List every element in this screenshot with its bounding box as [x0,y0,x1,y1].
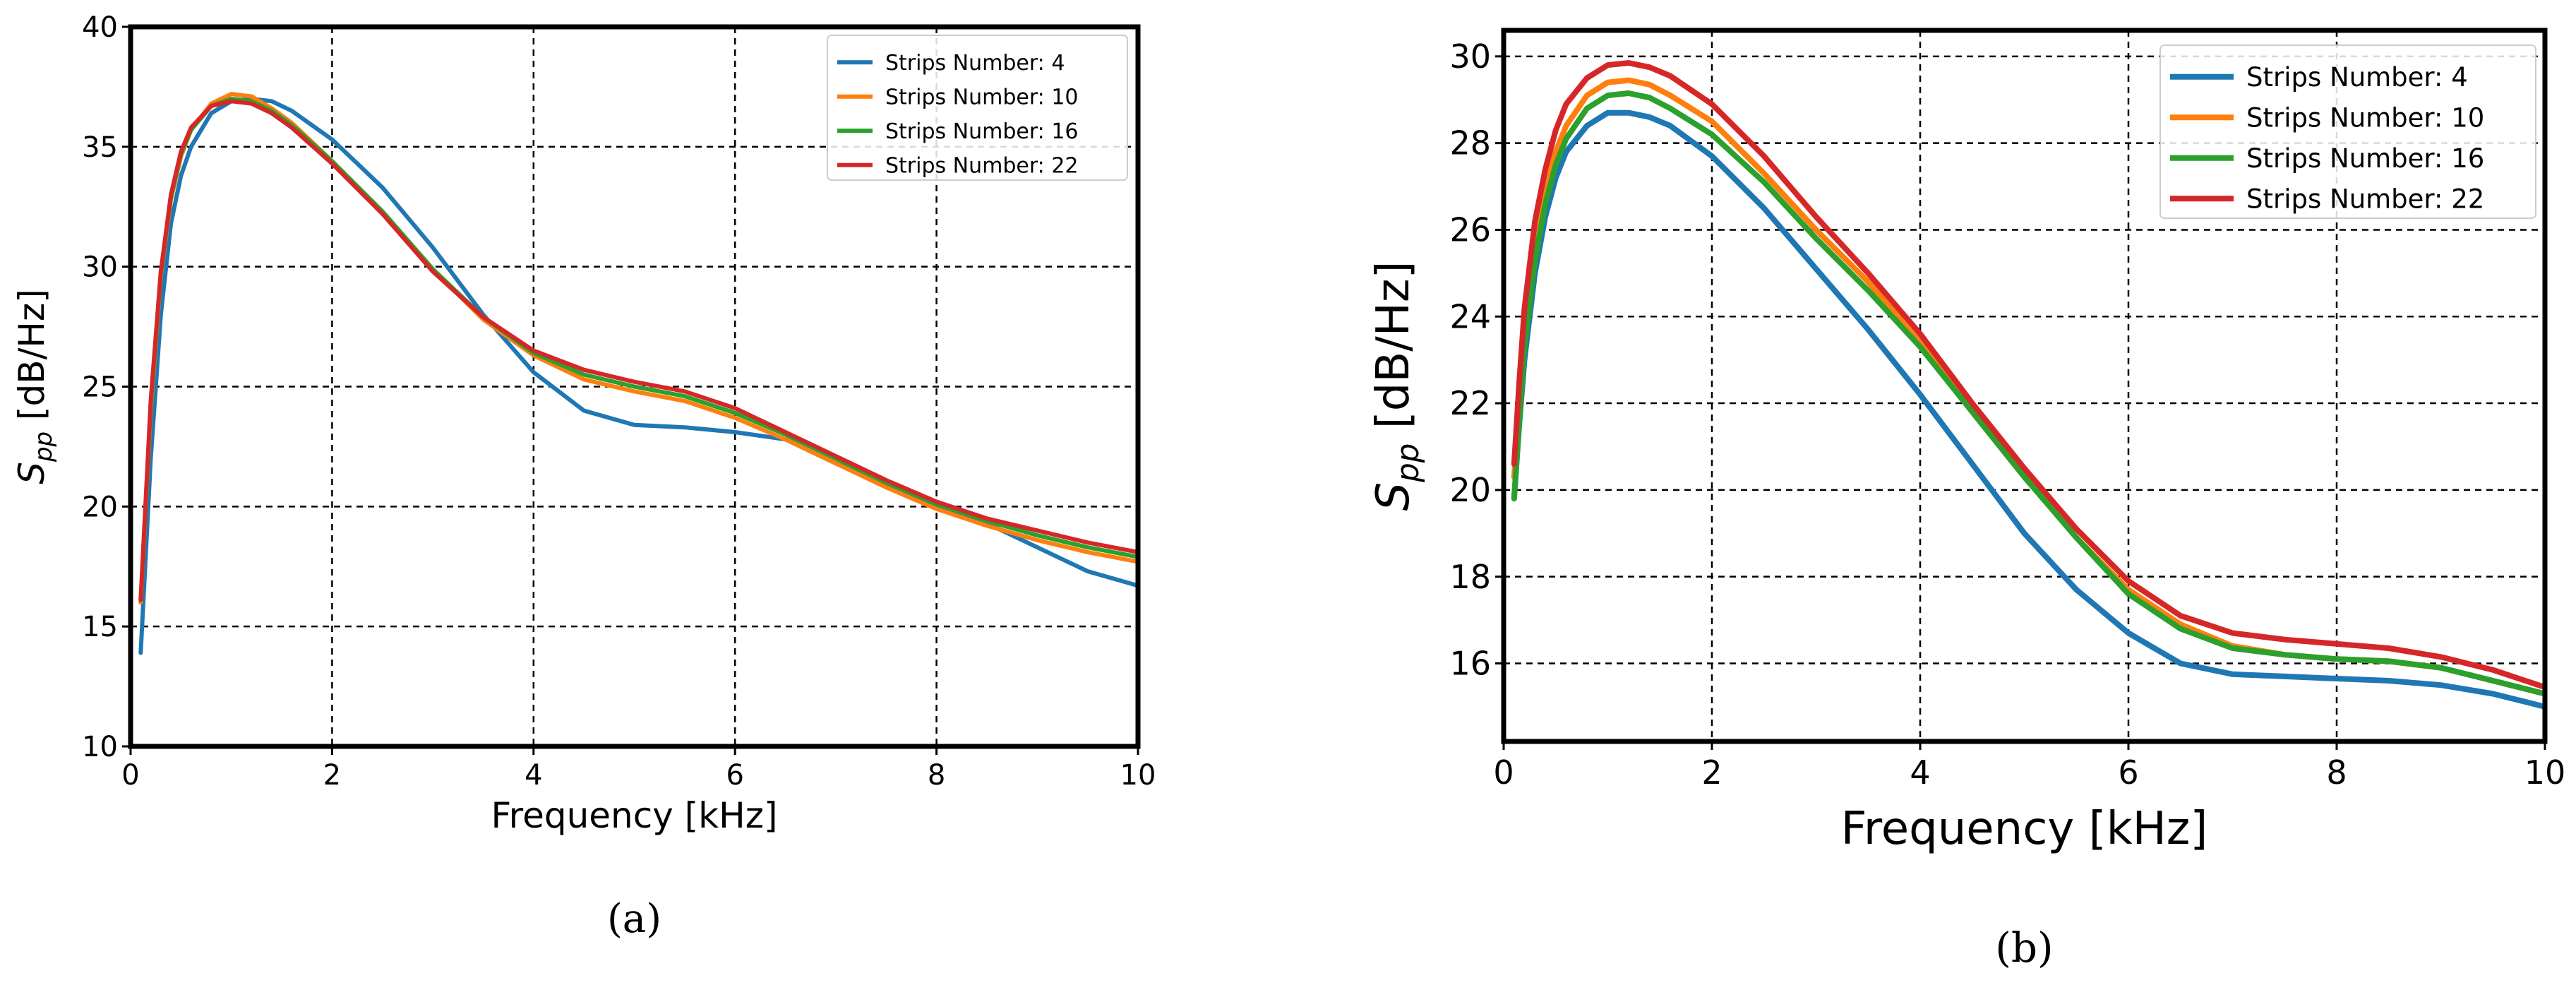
x-tick-label: 10 [2524,753,2566,792]
x-tick-label: 2 [323,759,341,792]
series-line-4 [138,99,1138,602]
x-tick-label: 8 [928,759,945,792]
plot-frame [1501,28,2548,744]
y-tick-label: 24 [1449,297,1491,335]
series-line-3 [1511,90,2545,697]
y-axis-label: Spp [dB/Hz] [1367,261,1426,511]
legend: Strips Number: 4 Strips Number: 10 Strips … [827,35,1128,181]
y-label-subscript: pp [30,431,58,463]
legend-label-4: Strips Number: 22 [885,154,1079,179]
y-label-symbol: S [11,462,52,484]
legend-label-1: Strips Number: 4 [885,51,1065,76]
x-tick-label: 10 [1120,759,1156,792]
y-tick-label: 35 [82,131,118,164]
chart-panel-a: 0 2 4 6 8 10 10 15 20 25 30 35 40 Frequency [kHz] Spp … [11,11,1156,942]
legend-label-3: Strips Number: 16 [885,119,1079,144]
x-tick-label: 0 [121,759,139,792]
x-tick-label: 6 [726,759,743,792]
legend: Strips Number: 4 Strips Number: 10 Strips … [2159,44,2536,219]
x-tick-label: 4 [1910,753,1930,792]
x-tick-label: 2 [1701,753,1722,792]
y-tick-label: 18 [1449,558,1491,596]
series-line-1 [138,96,1138,655]
y-tick-label: 40 [82,11,118,44]
y-label-subscript: pp [1391,443,1426,483]
y-label-unit: [dB/Hz] [11,289,52,431]
y-tick-label: 30 [1449,37,1491,76]
y-axis-label: Spp [dB/Hz] [11,289,58,484]
panel-caption: (b) [1995,924,2053,972]
y-tick-label: 20 [1449,471,1491,509]
y-tick-label: 15 [82,611,118,643]
series-group [1511,60,2545,710]
x-tick-label: 0 [1493,753,1514,792]
y-tick-label: 28 [1449,124,1491,162]
y-tick-label: 20 [82,491,118,523]
legend-label-2: Strips Number: 10 [885,85,1079,110]
y-tick-label: 16 [1449,645,1491,683]
y-tick-label: 26 [1449,211,1491,249]
legend-box [2159,44,2536,219]
y-tick-label: 30 [82,251,118,284]
x-axis-label: Frequency [kHz] [1841,803,2208,855]
legend-label-1: Strips Number: 4 [2246,62,2468,93]
y-tick-label: 22 [1449,384,1491,422]
y-label-unit: [dB/Hz] [1367,261,1420,443]
y-label-symbol: S [1367,482,1420,511]
panel-caption: (a) [607,896,661,942]
x-tick-label: 4 [525,759,542,792]
series-group [138,92,1138,655]
legend-label-3: Strips Number: 16 [2246,143,2484,174]
series-line-4 [1511,60,2545,691]
x-axis-label: Frequency [kHz] [491,795,777,836]
legend-label-2: Strips Number: 10 [2246,103,2484,133]
y-tick-label: 25 [82,371,118,404]
legend-label-4: Strips Number: 22 [2246,184,2484,215]
legend-box [827,35,1128,181]
x-tick-label: 6 [2118,753,2138,792]
y-tick-label: 10 [82,731,118,763]
series-line-1 [1511,109,2545,710]
x-tick-label: 8 [2326,753,2347,792]
